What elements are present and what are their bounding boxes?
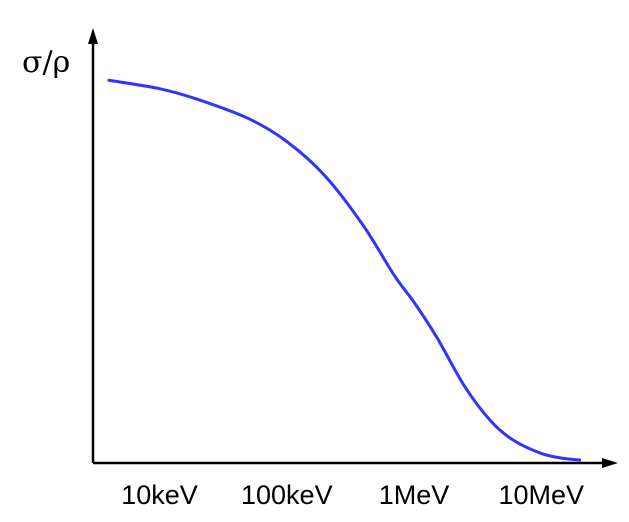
x-tick-label-3: 10MeV [499, 480, 585, 510]
series-line-0 [107, 78, 582, 462]
y-axis-label: σ/ρ [22, 45, 70, 80]
x-tick-label-0: 10keV [121, 480, 198, 510]
series-layer [107, 78, 582, 462]
x-tick-label-1: 100keV [241, 480, 333, 510]
y-axis-arrow [88, 28, 98, 44]
axes [88, 28, 618, 468]
x-axis-arrow [602, 458, 618, 468]
x-tick-label-2: 1MeV [379, 480, 450, 510]
x-tick-labels: 10keV 100keV 1MeV 10MeV [121, 480, 584, 510]
